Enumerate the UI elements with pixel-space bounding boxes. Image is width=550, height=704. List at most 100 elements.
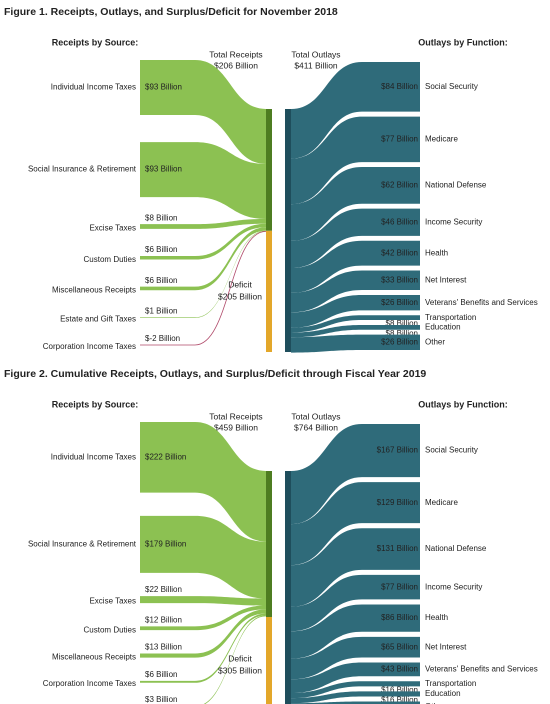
receipt-flow: [140, 605, 266, 631]
outlay-category: National Defense: [425, 544, 487, 553]
outlay-value-label: $26 Billion: [381, 298, 418, 307]
outlay-category: Education: [425, 689, 461, 698]
outlay-value-label: $65 Billion: [381, 642, 418, 651]
receipt-value-label: $22 Billion: [145, 585, 182, 594]
receipt-category: Excise Taxes: [89, 224, 136, 233]
receipt-category: Social Insurance & Retirement: [28, 539, 137, 548]
outlay-category: Health: [425, 613, 448, 622]
outlay-category: Transportation: [425, 313, 476, 322]
receipts-bar: [266, 471, 272, 617]
outlay-category: Net Interest: [425, 642, 467, 651]
left-header: Receipts by Source:: [52, 37, 139, 47]
total-receipts-label: Total Receipts: [209, 411, 262, 421]
outlay-flow: [291, 116, 420, 205]
receipt-flow: [140, 142, 266, 219]
outlay-flow: [291, 315, 420, 333]
outlay-value-label: $16 Billion: [381, 696, 418, 704]
total-receipts-value: $206 Billion: [214, 60, 258, 70]
receipt-flow: [140, 515, 266, 599]
outlay-flow: [291, 528, 420, 607]
outlay-value-label: $84 Billion: [381, 82, 418, 91]
receipt-flow: [140, 218, 266, 229]
receipt-value-label: $3 Billion: [145, 695, 177, 704]
outlay-flow: [291, 208, 420, 269]
deficit-bar: [266, 230, 272, 352]
receipt-category: Individual Income Taxes: [51, 452, 136, 461]
receipt-value-label: $6 Billion: [145, 670, 177, 679]
outlay-flow: [291, 681, 420, 699]
total-outlays-value: $411 Billion: [294, 60, 338, 70]
receipt-value-label: $6 Billion: [145, 245, 177, 254]
receipt-category: Miscellaneous Receipts: [52, 653, 136, 662]
right-header: Outlays by Function:: [418, 399, 508, 409]
outlay-value-label: $16 Billion: [381, 685, 418, 694]
right-header: Outlays by Function:: [418, 37, 508, 47]
outlay-value-label: $8 Billion: [386, 319, 418, 328]
outlay-flow: [291, 240, 420, 293]
receipt-value-label: $8 Billion: [145, 213, 177, 222]
receipt-value-label: $12 Billion: [145, 615, 182, 624]
outlay-flow: [291, 604, 420, 659]
outlay-category: Income Security: [425, 217, 482, 226]
receipt-value-label: $222 Billion: [145, 452, 186, 461]
outlay-category: Veterans' Benefits and Services: [425, 298, 538, 307]
outlay-flow: [291, 662, 420, 694]
total-outlays-label: Total Outlays: [291, 49, 340, 59]
outlay-category: Transportation: [425, 679, 476, 688]
total-receipts-label: Total Receipts: [209, 49, 262, 59]
receipt-flow: [140, 230, 266, 318]
outlay-value-label: $129 Billion: [377, 498, 418, 507]
outlay-flow: [291, 636, 420, 680]
outlay-category: National Defense: [425, 180, 487, 189]
receipt-flow: [140, 609, 266, 658]
outlay-value-label: $46 Billion: [381, 217, 418, 226]
outlay-value-label: $33 Billion: [381, 275, 418, 284]
receipt-value-label: $179 Billion: [145, 539, 186, 548]
left-header: Receipts by Source:: [52, 399, 139, 409]
receipt-value-label: $-2 Billion: [145, 334, 180, 343]
receipt-category: Excise Taxes: [89, 597, 136, 606]
outlay-category: Veterans' Benefits and Services: [425, 664, 538, 673]
receipt-category: Social Insurance & Retirement: [28, 165, 137, 174]
receipt-value-label: $93 Billion: [145, 165, 182, 174]
total-outlays-label: Total Outlays: [291, 411, 340, 421]
outlay-category: Income Security: [425, 582, 482, 591]
outlay-value-label: $62 Billion: [381, 180, 418, 189]
receipt-value-label: $1 Billion: [145, 306, 177, 315]
deficit-label: Deficit: [228, 654, 252, 664]
outlay-category: Education: [425, 322, 461, 331]
outlay-value-label: $86 Billion: [381, 613, 418, 622]
deficit-bar: [266, 616, 272, 704]
total-receipts-value: $459 Billion: [214, 422, 258, 432]
outlay-category: Medicare: [425, 134, 458, 143]
outlays-bar: [285, 471, 291, 704]
receipt-value-label: $13 Billion: [145, 643, 182, 652]
outlay-flow: [291, 424, 420, 525]
receipt-flow: [140, 223, 266, 260]
receipt-flow: [140, 422, 266, 542]
receipt-category: Corporation Income Taxes: [43, 342, 136, 351]
outlay-value-label: $8 Billion: [386, 329, 418, 338]
receipt-category: Custom Duties: [84, 255, 136, 264]
outlay-flow: [291, 482, 420, 566]
outlay-value-label: $167 Billion: [377, 446, 418, 455]
receipt-category: Estate and Gift Taxes: [60, 315, 136, 324]
outlay-value-label: $131 Billion: [377, 544, 418, 553]
outlay-category: Social Security: [425, 446, 478, 455]
receipt-category: Corporation Income Taxes: [43, 679, 136, 688]
receipt-category: Miscellaneous Receipts: [52, 286, 136, 295]
receipt-flow: [140, 60, 266, 164]
outlay-category: Health: [425, 248, 448, 257]
deficit-label: Deficit: [228, 280, 252, 290]
outlay-value-label: $42 Billion: [381, 248, 418, 257]
deficit-value: $305 Billion: [218, 666, 262, 676]
outlay-flow: [291, 270, 420, 313]
outlay-flow: [291, 691, 420, 704]
receipt-value-label: $6 Billion: [145, 276, 177, 285]
total-outlays-value: $764 Billion: [294, 422, 338, 432]
outlays-bar: [285, 109, 291, 352]
deficit-value: $205 Billion: [218, 292, 262, 302]
outlay-category: Other: [425, 337, 445, 346]
